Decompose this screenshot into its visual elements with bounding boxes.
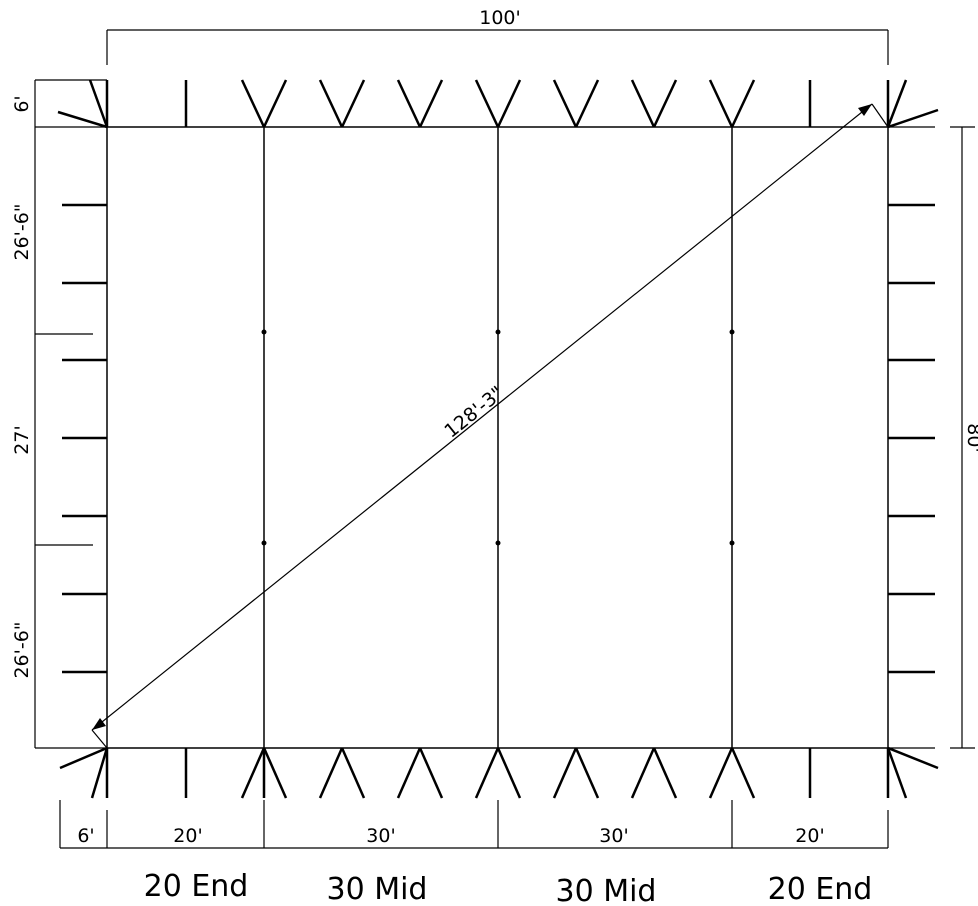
section-label-1: 20 End [144, 869, 249, 904]
bottom-segment-2-label: 30' [366, 825, 395, 847]
section-label-4: 20 End [768, 872, 873, 906]
diagonal-dimension: 128'-3" [91, 103, 889, 749]
bottom-stakes [59, 746, 939, 799]
left-segment-1-label: 26'-6" [11, 203, 33, 260]
top-stakes [57, 79, 939, 129]
left-stakes [35, 203, 107, 674]
bottom-segment-3-label: 30' [599, 825, 628, 847]
section-label-3: 30 Mid [556, 874, 657, 906]
left-segment-3-label: 26'-6" [11, 621, 33, 678]
overall-width-label: 100' [479, 7, 521, 29]
top-stake-offset-label: 6' [11, 95, 33, 112]
top-dimension: 100' [106, 7, 889, 65]
right-stakes [888, 203, 935, 674]
bottom-stake-offset-label: 6' [77, 825, 94, 847]
left-dimension: 6' 26'-6" 27' 26'-6" [11, 80, 36, 748]
bottom-segment-4-label: 20' [795, 825, 824, 847]
overall-depth-label: 80' [963, 423, 978, 452]
right-dimension: 80' [950, 126, 978, 749]
extension-lines [35, 79, 935, 848]
connection-dots [261, 329, 735, 546]
left-segment-2-label: 27' [11, 425, 33, 454]
section-labels: 20 End 30 Mid 30 Mid 20 End [144, 869, 873, 906]
frame-lines [263, 127, 733, 748]
bottom-segment-1-label: 20' [173, 825, 202, 847]
bottom-dimension: 6' 20' 30' 30' 20' [60, 800, 889, 849]
section-label-2: 30 Mid [327, 872, 428, 906]
